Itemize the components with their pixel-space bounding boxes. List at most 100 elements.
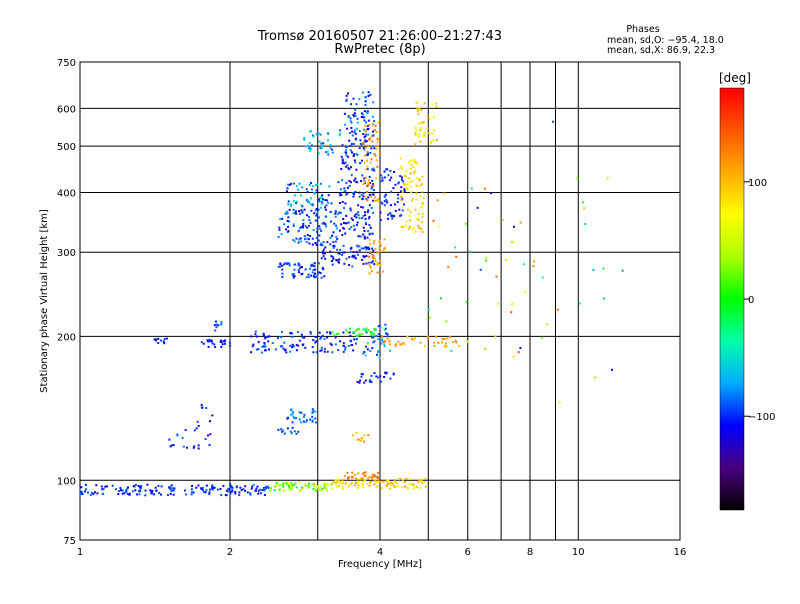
data-point [374, 328, 377, 331]
data-point [360, 116, 363, 118]
data-point [94, 491, 96, 494]
data-point [367, 179, 370, 182]
data-point [397, 478, 400, 481]
data-point [336, 238, 339, 241]
data-point [421, 135, 424, 137]
data-point [282, 489, 285, 491]
data-point [582, 201, 585, 204]
data-point [263, 342, 266, 344]
data-point [302, 225, 304, 228]
data-point [157, 337, 160, 340]
data-point [337, 252, 340, 254]
data-point [297, 269, 300, 271]
data-point [345, 154, 348, 157]
data-point [378, 356, 381, 359]
data-point [100, 485, 103, 488]
data-point [231, 486, 234, 489]
data-point [317, 208, 320, 211]
data-point [324, 246, 327, 249]
data-point [369, 93, 372, 96]
data-point [292, 200, 295, 203]
data-point [372, 167, 375, 170]
phase-legend: Phases mean, sd,O: −95.4, 18.0 mean, sd,… [607, 24, 724, 56]
data-point [533, 260, 535, 263]
data-point [335, 259, 338, 261]
data-point [419, 184, 422, 187]
data-point [363, 136, 366, 139]
data-point [197, 444, 200, 447]
data-point [345, 181, 348, 184]
data-point [418, 106, 421, 109]
data-point [329, 250, 332, 253]
data-point [157, 485, 160, 487]
data-point [366, 110, 369, 113]
data-point [307, 276, 310, 279]
data-point [334, 209, 337, 212]
data-point [300, 204, 303, 207]
data-point [355, 137, 357, 140]
data-point [316, 227, 319, 230]
data-point [155, 339, 157, 342]
data-point [411, 228, 414, 231]
data-point [307, 144, 310, 147]
data-point [349, 327, 351, 330]
data-point [163, 338, 166, 341]
data-point [312, 488, 315, 490]
data-point [454, 246, 457, 249]
data-point [557, 308, 559, 311]
data-point [367, 329, 370, 332]
data-point [350, 217, 353, 220]
data-point [381, 176, 384, 179]
data-point [176, 434, 179, 437]
data-point [347, 477, 350, 480]
data-point [299, 212, 302, 215]
data-point [338, 481, 341, 484]
data-point [611, 368, 613, 371]
data-point [308, 147, 310, 150]
data-point [421, 212, 424, 215]
data-point [341, 479, 344, 482]
data-point [381, 480, 384, 483]
data-point [371, 473, 374, 476]
data-point [376, 131, 378, 133]
data-point [369, 331, 372, 333]
data-point [354, 477, 357, 480]
data-point [418, 133, 421, 136]
data-point [211, 484, 214, 487]
data-point [315, 208, 318, 210]
data-point [355, 329, 358, 332]
data-point [359, 235, 362, 238]
data-point [257, 348, 260, 351]
data-point [339, 132, 342, 135]
data-point [356, 328, 359, 331]
data-point [158, 492, 161, 494]
data-point [298, 210, 300, 213]
data-point [415, 198, 418, 201]
data-point [329, 236, 332, 239]
data-point [479, 268, 482, 271]
data-point [362, 116, 365, 119]
data-point [311, 419, 314, 422]
data-point [443, 338, 446, 340]
data-point [361, 143, 364, 146]
data-point [301, 186, 304, 189]
data-point [204, 491, 207, 494]
data-point [368, 175, 371, 178]
data-point [295, 185, 298, 188]
data-point [371, 260, 374, 263]
data-point [338, 134, 341, 137]
data-point [361, 480, 364, 483]
data-point [376, 261, 379, 264]
data-point [345, 222, 348, 225]
data-point [366, 159, 369, 162]
data-point [387, 213, 390, 216]
data-point [259, 492, 262, 495]
data-point [373, 475, 376, 478]
data-point [150, 491, 153, 494]
data-point [341, 201, 344, 203]
data-point [447, 265, 450, 268]
data-point [452, 341, 455, 343]
data-point [352, 113, 355, 116]
data-point [316, 230, 318, 233]
phase-legend-x: mean, sd,X: 86.9, 22.3 [607, 45, 715, 56]
